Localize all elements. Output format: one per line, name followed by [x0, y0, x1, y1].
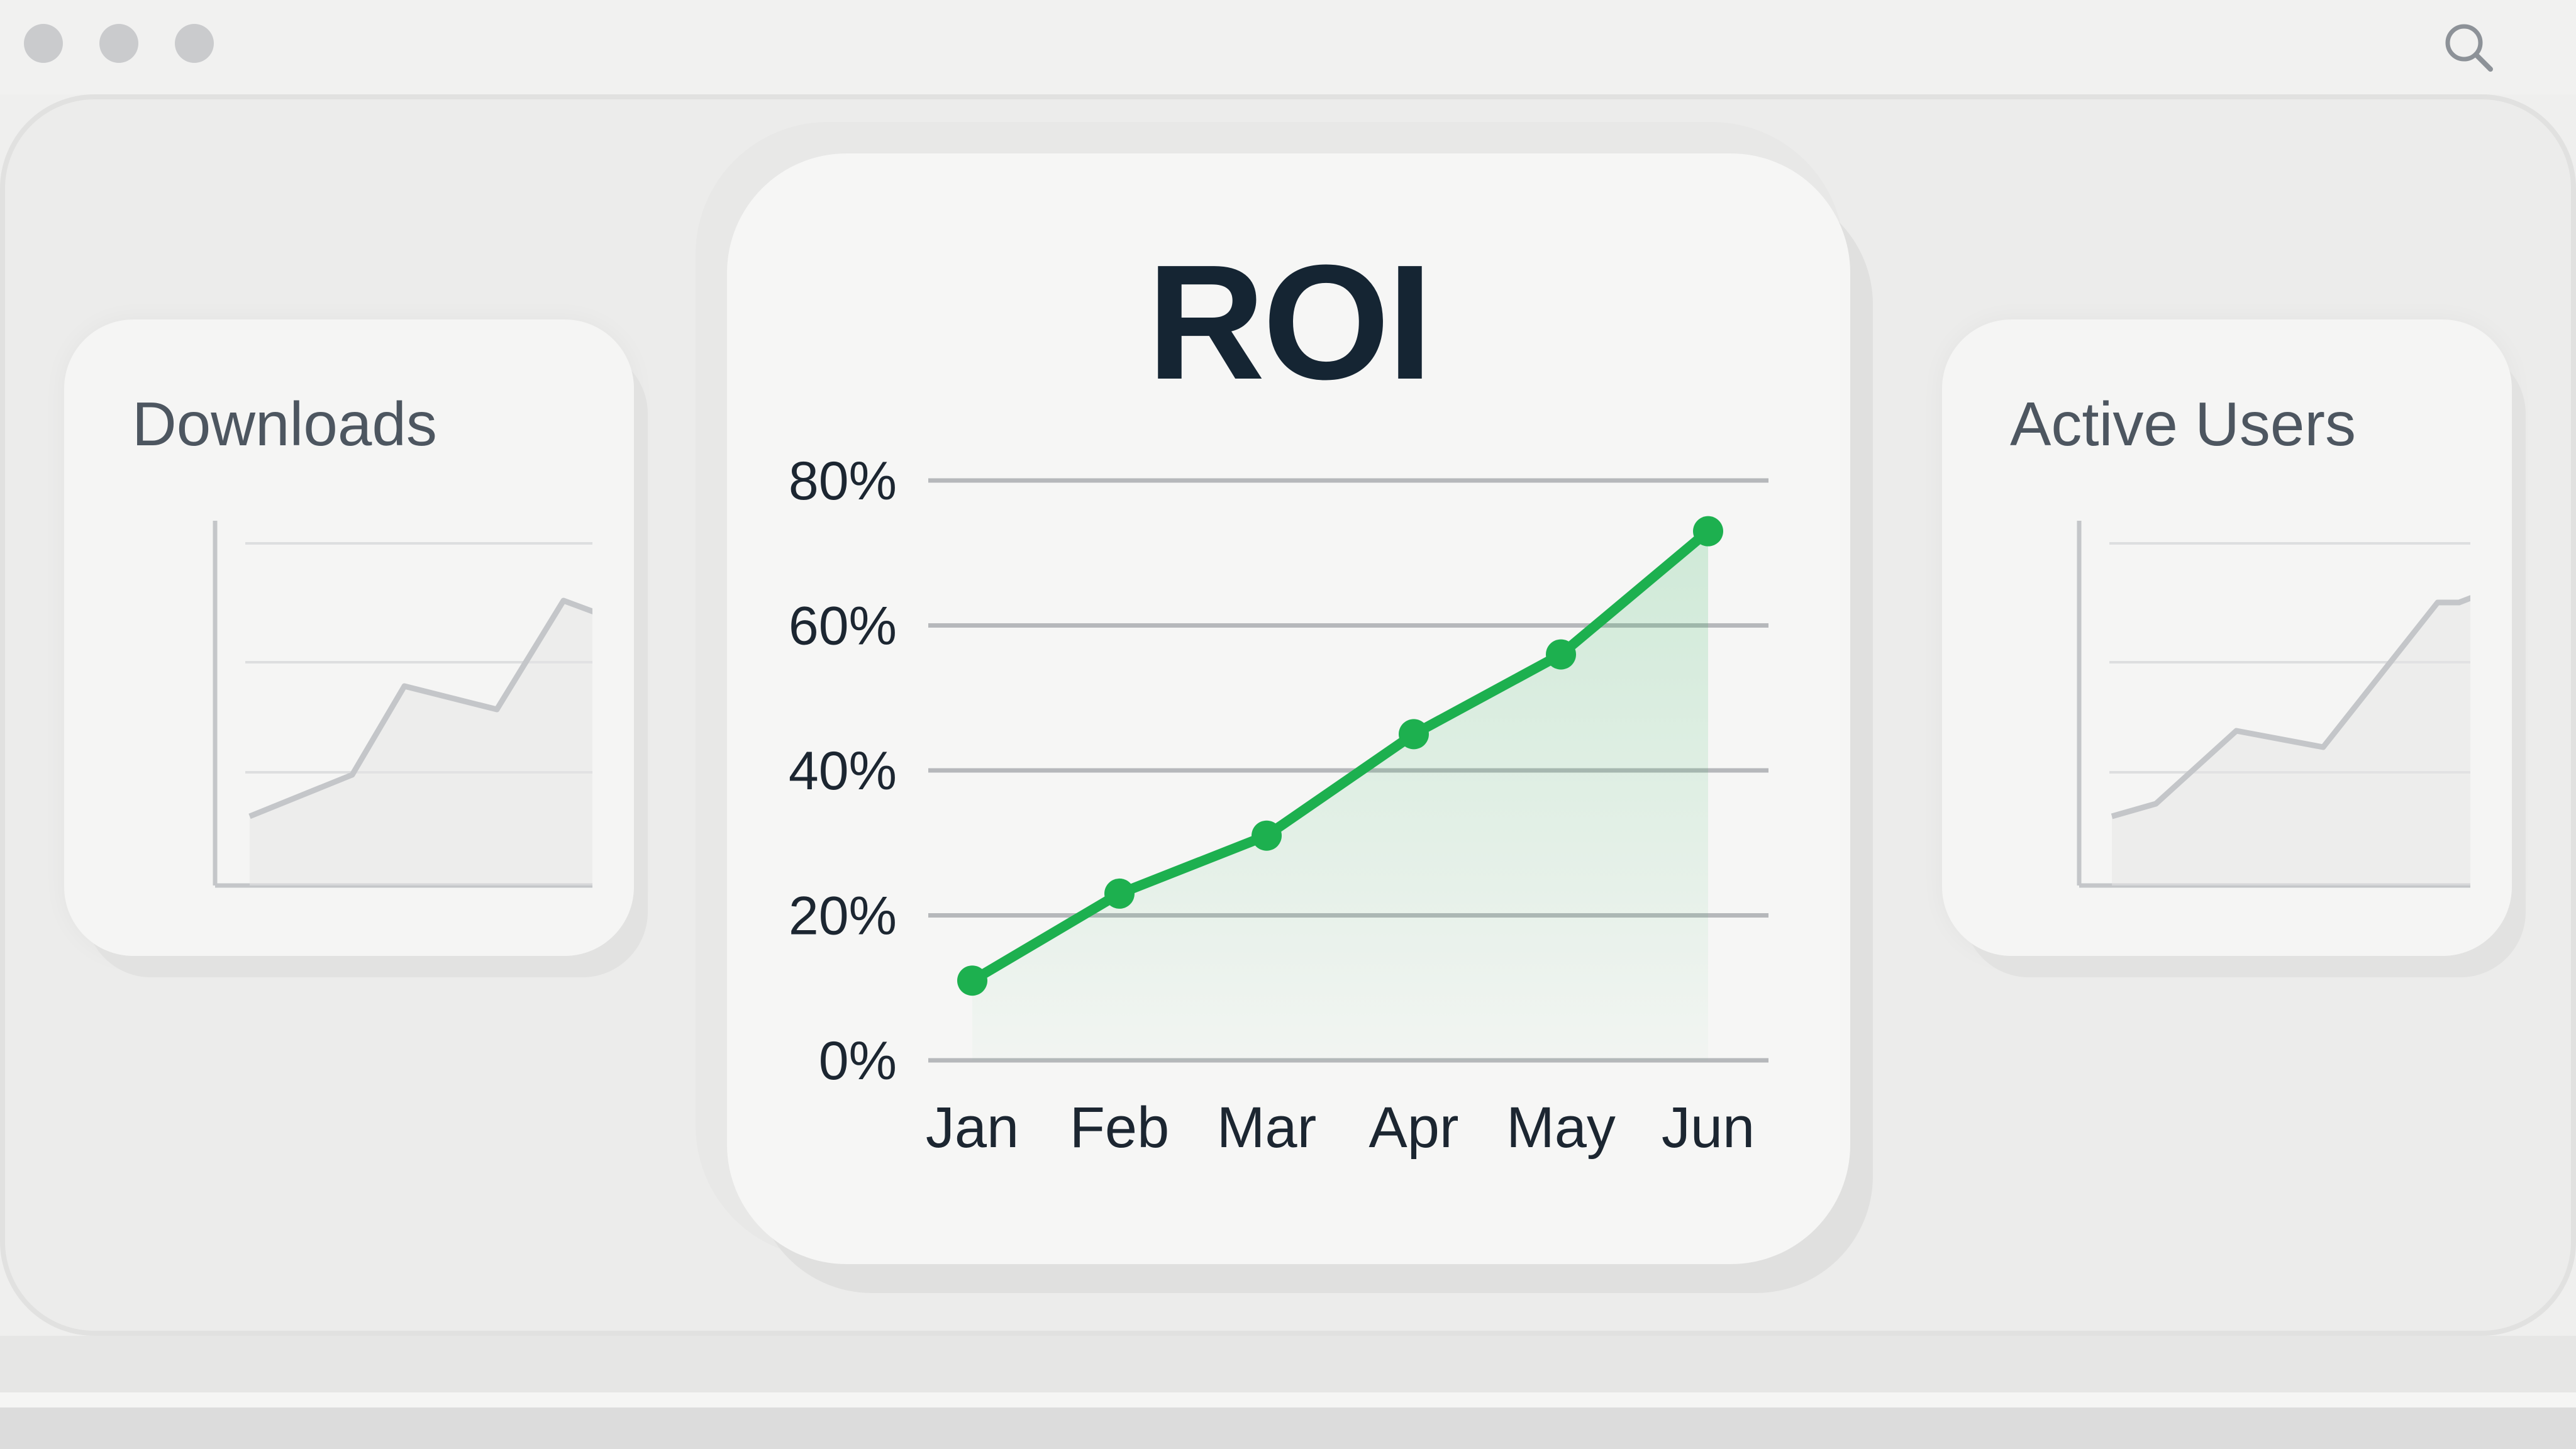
mini-line: [248, 597, 592, 819]
active-users-mini-chart: [2077, 521, 2470, 888]
y-tick-label: 0%: [819, 1031, 897, 1091]
y-tick-label: 60%: [789, 596, 897, 657]
x-tick-label: May: [1506, 1096, 1616, 1160]
active-users-card-title: Active Users: [2010, 389, 2357, 458]
y-tick-label: 80%: [789, 451, 897, 511]
y-tick-label: 40%: [789, 741, 897, 801]
downloads-mini-chart: [213, 521, 592, 888]
mini-area: [250, 601, 592, 886]
roi-card-title: ROI: [1146, 231, 1433, 414]
x-tick-label: Mar: [1217, 1096, 1316, 1160]
roi-chart: 0% 20% 40% 60% 80% Jan Feb Mar Apr May Jun: [789, 451, 1768, 1160]
window-dot[interactable]: [175, 24, 214, 63]
data-point: [1546, 639, 1576, 670]
data-point: [957, 965, 987, 996]
window-dot[interactable]: [99, 24, 138, 63]
x-tick-label: Feb: [1070, 1096, 1170, 1160]
x-tick-label: Apr: [1368, 1096, 1458, 1160]
roi-area: [972, 531, 1708, 1060]
window-titlebar: [0, 0, 2576, 94]
footer-bar: [0, 1336, 2576, 1392]
data-point: [1104, 878, 1135, 909]
footer-strip: [0, 1407, 2576, 1449]
active-users-card[interactable]: Active Users: [1942, 319, 2512, 956]
window-dot[interactable]: [24, 24, 63, 63]
data-point: [1693, 516, 1723, 547]
roi-card[interactable]: ROI 0% 20% 40% 60% 80% Jan Feb Mar Apr May Jun: [727, 153, 1850, 1264]
search-icon[interactable]: [2440, 19, 2497, 75]
data-point: [1399, 719, 1429, 750]
footer-divider: [0, 1392, 2576, 1407]
x-tick-label: Jan: [926, 1096, 1019, 1160]
x-tick-label: Jun: [1662, 1096, 1755, 1160]
data-point: [1252, 820, 1282, 851]
roi-line: [967, 526, 1713, 986]
mini-line: [2111, 595, 2470, 819]
downloads-card-title: Downloads: [132, 389, 437, 458]
y-tick-label: 20%: [789, 886, 897, 947]
downloads-card[interactable]: Downloads: [64, 319, 634, 956]
